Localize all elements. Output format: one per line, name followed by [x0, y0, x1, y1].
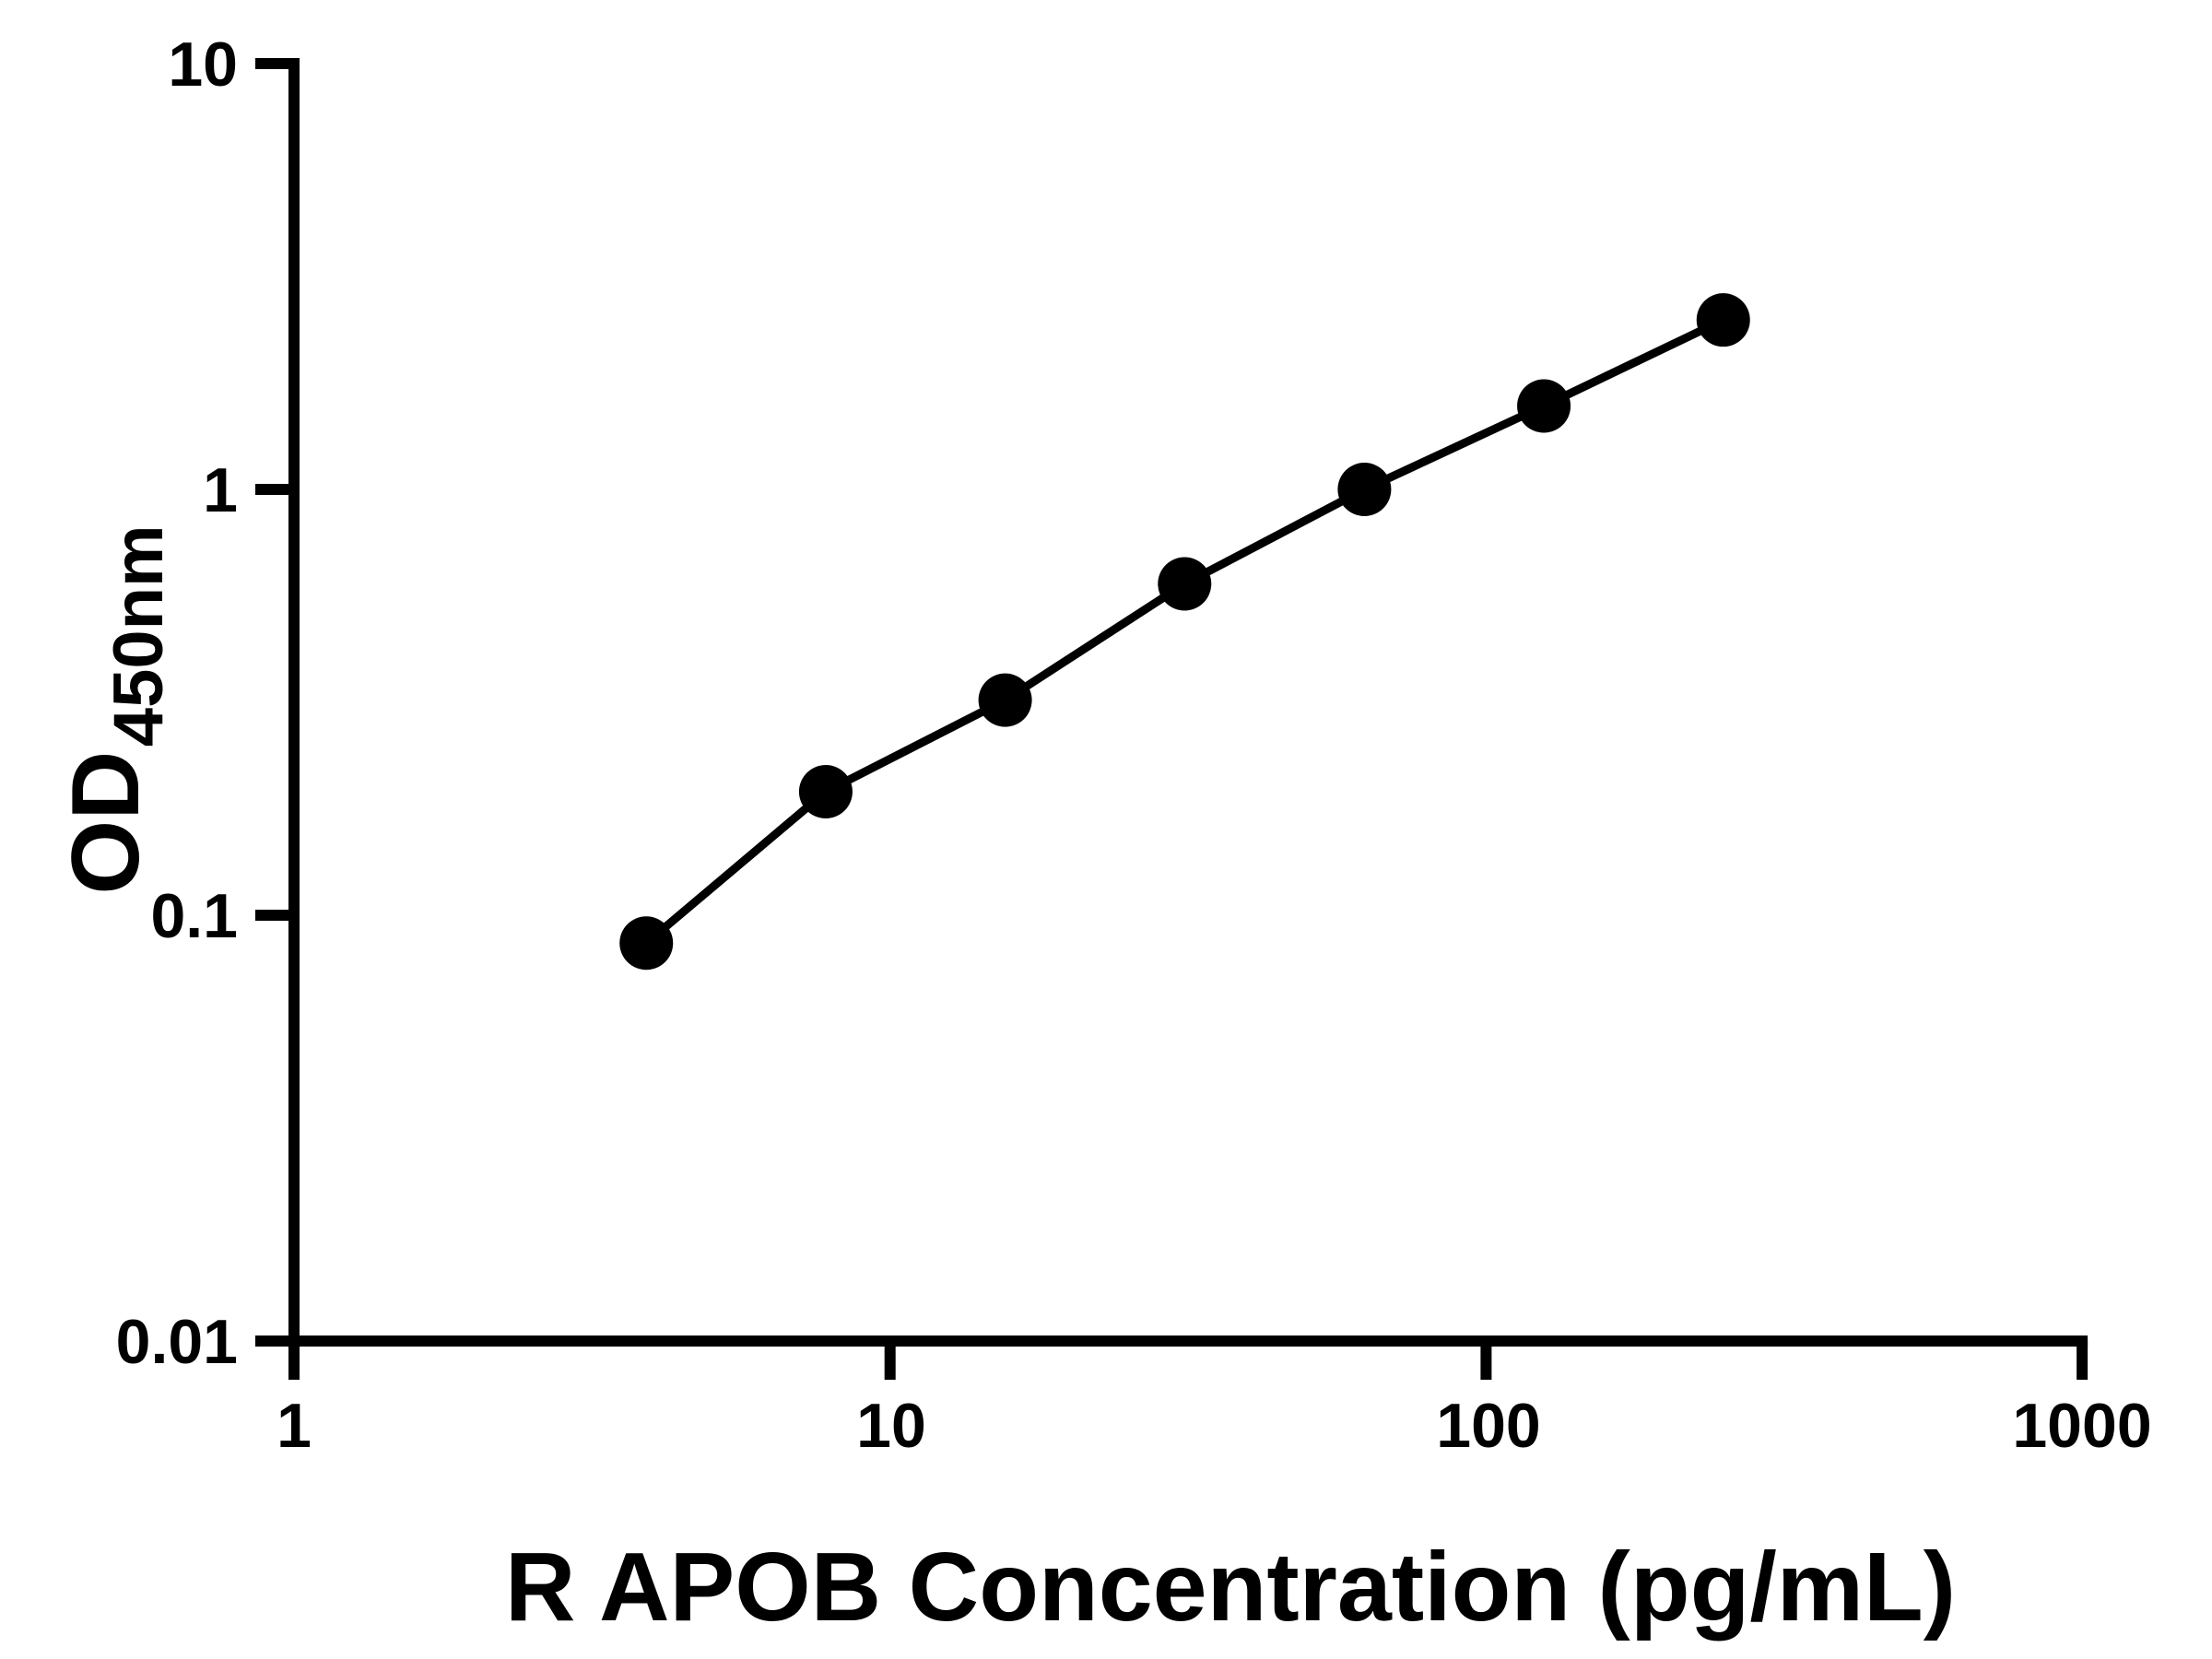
x-tick-label-10: 10 [856, 1391, 926, 1461]
data-point [1158, 557, 1212, 611]
data-point [798, 765, 853, 819]
y-axis-title: OD 450nm [53, 524, 178, 894]
y-axis-title-main: OD [53, 751, 159, 895]
data-point [1337, 463, 1392, 516]
data-point [1696, 293, 1750, 347]
x-tick-label-1: 1 [276, 1391, 312, 1461]
x-axis-title: R APOB Concentration (pg/mL) [505, 1533, 1956, 1641]
data-point [1517, 379, 1571, 433]
y-tick-label-0.01: 0.01 [116, 1307, 238, 1377]
y-axis-title-sub: 450nm [100, 524, 178, 747]
y-tick-label-1: 1 [203, 455, 238, 525]
y-tick-label-10: 10 [168, 29, 238, 100]
y-tick-label-0.1: 0.1 [150, 881, 238, 951]
x-tick-label-100: 100 [1436, 1391, 1540, 1461]
x-tick-label-1000: 1000 [2012, 1391, 2151, 1461]
plot-geometry [255, 58, 2088, 1380]
data-point [978, 673, 1032, 727]
data-point [619, 916, 674, 971]
